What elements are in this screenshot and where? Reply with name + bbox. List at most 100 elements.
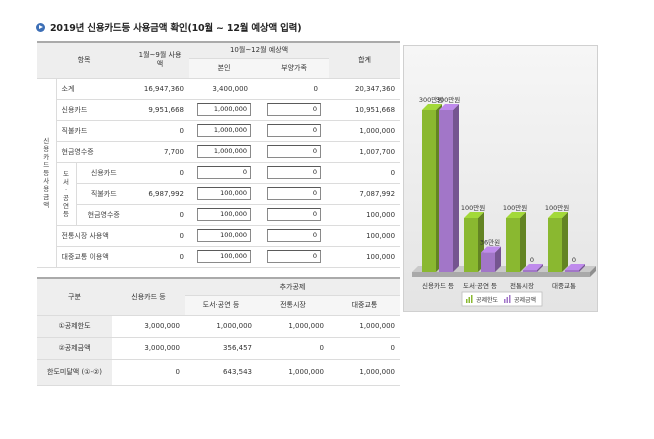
dependents-input[interactable]: 0: [267, 208, 322, 221]
chart-data-label: 100만원: [461, 203, 485, 212]
self-input[interactable]: 100,000: [197, 208, 252, 221]
row-label: 신용카드: [76, 162, 132, 184]
table-row: 대중교통 이용액 0 100,000 0 100,000: [37, 246, 401, 268]
jan-sep-value: 16,947,360: [131, 78, 190, 100]
deduction-table: 구분 신용카드 등 추가공제 도서·공연 등 전통시장 대중교통 ①공제한도 3…: [37, 277, 400, 386]
chart-category-label: 도서·공연 등: [463, 281, 497, 290]
chart-bar-top: [481, 246, 501, 253]
jan-sep-header: 1월~9월 사용액: [131, 42, 190, 79]
usage-header-row-2: 본인 부양가족: [37, 58, 400, 79]
dependents-input[interactable]: 0: [267, 229, 322, 242]
row-label: 직불카드: [76, 183, 132, 205]
total-value: 1,000,000: [329, 120, 401, 142]
chart-data-label: 300만원: [436, 95, 460, 104]
row-label: 현금영수증: [56, 141, 132, 163]
credit-header: 신용카드 등: [112, 278, 185, 316]
chart-bar-side: [495, 246, 501, 272]
dependents-input[interactable]: 0: [267, 166, 322, 179]
row-label: 소계: [56, 78, 132, 100]
dependents-input[interactable]: 0: [267, 250, 322, 263]
chart-category-label: 신용카드 등: [422, 281, 454, 290]
self-input[interactable]: 1,000,000: [197, 103, 252, 116]
table-row: ①공제한도 3,000,000 1,000,000 1,000,000 1,00…: [37, 315, 400, 338]
chart-bar-top: [523, 264, 543, 270]
chart-data-label: 0: [572, 256, 576, 264]
chart-category-label: 전통시장: [510, 281, 534, 290]
row-label: 직불카드: [56, 120, 132, 142]
chart-bar-top: [565, 264, 585, 270]
credit-value: 3,000,000: [112, 315, 185, 338]
table-row: 현금영수증 0 100,000 0 100,000: [37, 204, 401, 226]
table-row: 신용카드 9,951,668 1,000,000 0 10,951,668: [37, 99, 401, 121]
row-label: 한도미달액 (①-②): [37, 359, 112, 386]
row-label: 현금영수증: [76, 204, 132, 226]
chart-bar: [464, 218, 478, 272]
self-input[interactable]: 1,000,000: [197, 124, 252, 137]
book-value: 356,457: [185, 337, 257, 360]
chart-floor-side: [590, 266, 596, 277]
total-value: 10,951,668: [329, 99, 401, 121]
row-label: ②공제금액: [37, 337, 112, 360]
self-input[interactable]: 0: [197, 166, 252, 179]
book-performance-group-label: 도서·공연등: [56, 162, 77, 226]
total-value: 7,087,992: [329, 183, 401, 205]
jan-sep-value: 9,951,668: [131, 99, 190, 121]
total-value: 100,000: [329, 225, 401, 247]
chart-data-label: 300만원: [419, 95, 443, 104]
legend-swatch: [468, 297, 470, 303]
legend-swatch: [506, 297, 508, 303]
dependents-input[interactable]: 0: [267, 124, 322, 137]
chart-bar-side: [579, 264, 585, 272]
table-row: 신용카드등 사용금액 소계 16,947,360 3,400,000 0 20,…: [37, 78, 401, 268]
row-label: 대중교통 이용액: [56, 246, 132, 268]
table-row: 전통시장 사용액 0 100,000 0 100,000: [37, 225, 401, 247]
jan-sep-value: 0: [131, 120, 190, 142]
legend-swatch: [509, 295, 511, 303]
chart-bar-top: [464, 212, 484, 218]
chart-category-label: 대중교통: [552, 282, 576, 290]
self-input[interactable]: 1,000,000: [197, 145, 252, 158]
chart-bar: [422, 110, 436, 272]
bullet-arrow-icon: [36, 22, 45, 32]
chart-bar-side: [537, 264, 543, 272]
jan-sep-value: 0: [131, 162, 190, 184]
chart-bar-top: [422, 104, 442, 110]
category-header: 구분: [37, 278, 112, 316]
chart-legend: [461, 291, 543, 307]
dependents-value: 0: [259, 78, 330, 100]
chart-bar: [548, 218, 562, 272]
total-value: 100,000: [329, 246, 401, 268]
total-value: 20,347,360: [329, 78, 401, 100]
book-header: 도서·공연 등: [185, 295, 257, 316]
chart-bar-top: [506, 212, 526, 218]
table-row: 현금영수증 7,700 1,000,000 0 1,007,700: [37, 141, 401, 163]
row-label: 신용카드: [56, 99, 132, 121]
row-label: 전통시장 사용액: [56, 225, 132, 247]
dependents-input[interactable]: 0: [267, 103, 322, 116]
transit-value: 1,000,000: [329, 359, 400, 386]
chart-bar-side: [453, 104, 459, 272]
book-value: 1,000,000: [185, 315, 257, 338]
oct-dec-header: 10월~12월 예상액: [189, 42, 330, 59]
chart-bar: [506, 218, 520, 272]
dependents-input[interactable]: 0: [267, 145, 322, 158]
table-row: 도서·공연등 신용카드 0 0 0 0: [37, 162, 401, 226]
dependents-input[interactable]: 0: [267, 187, 322, 200]
total-value: 100,000: [329, 204, 401, 226]
legend-label: 공제한도: [476, 296, 499, 304]
jan-sep-value: 7,700: [131, 141, 190, 163]
chart-bar-top: [548, 212, 568, 218]
self-input[interactable]: 100,000: [197, 229, 252, 242]
legend-swatch: [471, 295, 473, 303]
deduction-chart: 300만원 300만원 신용카드 등 100만원 36만원 도서·공연 등 100만원 0 전통…: [403, 45, 598, 312]
chart-data-label: 36만원: [480, 238, 500, 247]
dependents-header: 부양가족: [259, 58, 330, 79]
deduction-header-row-2: 도서·공연 등 전통시장 대중교통: [37, 295, 400, 316]
jan-sep-value: 6,987,992: [131, 183, 190, 205]
self-input[interactable]: 100,000: [197, 187, 252, 200]
chart-bar: [439, 110, 453, 272]
self-value: 3,400,000: [189, 78, 260, 100]
credit-usage-group-label: 신용카드등 사용금액: [37, 78, 57, 268]
self-input[interactable]: 100,000: [197, 250, 252, 263]
market-value: 1,000,000: [257, 315, 329, 338]
